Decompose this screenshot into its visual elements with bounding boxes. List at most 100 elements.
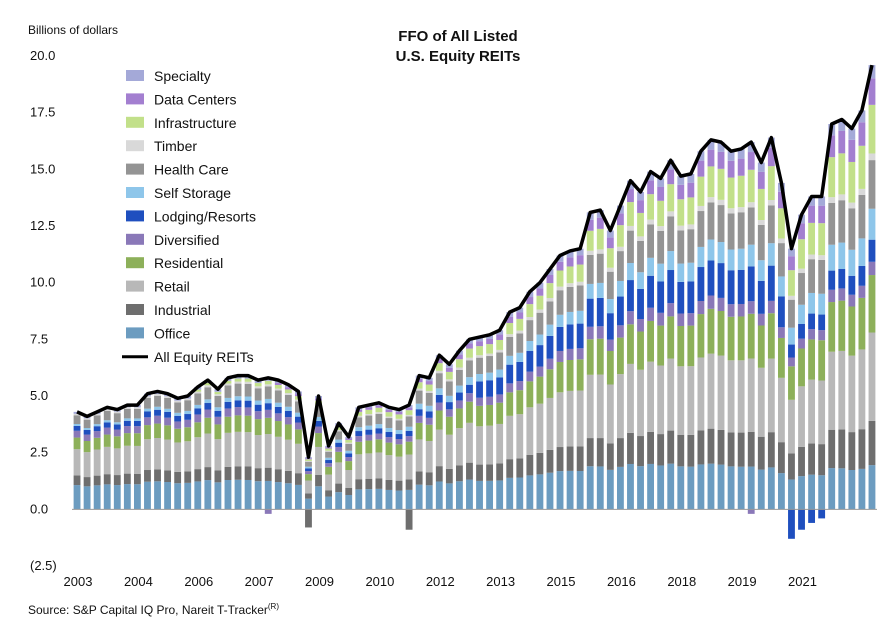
bar-segment-diversified-q79	[868, 261, 876, 276]
bar-segment-lodging-resorts-q20	[274, 406, 282, 414]
bar-segment-timber-q61	[687, 224, 695, 230]
bar-segment-infrastructure-q13	[204, 382, 212, 386]
bar-segment-residential-q43	[506, 392, 514, 416]
bar-segment-lodging-resorts-q71	[788, 344, 795, 358]
bar-segment-residential-q0	[73, 437, 81, 450]
bar-segment-retail-q59	[667, 358, 675, 431]
bar-segment-data-centers-q32	[395, 411, 403, 415]
bar-segment-diversified-q60	[677, 313, 685, 326]
bar-segment-specialty-q48	[556, 255, 564, 262]
bar-segment-self-storage-q18	[254, 400, 262, 405]
bar-segment-office-q34	[415, 484, 423, 510]
bar-segment-lodging-resorts-q31	[385, 432, 393, 438]
bar-segment-specialty-q71	[788, 248, 795, 257]
bar-segment-self-storage-q34	[415, 403, 423, 410]
bar-segment-health-care-q16	[234, 383, 242, 397]
legend-swatch-data-centers	[126, 93, 144, 105]
bar-segment-infrastructure-q20	[274, 384, 282, 389]
bar-segment-diversified-q28	[355, 436, 363, 442]
bar-segment-industrial-q19	[264, 467, 272, 481]
bar-segment-diversified-q48	[556, 350, 564, 362]
bar-segment-infrastructure-q79	[868, 104, 876, 154]
bar-segment-retail-q55	[627, 363, 634, 433]
bar-segment-office-q49	[566, 470, 574, 510]
bar-segment-self-storage-q65	[727, 249, 735, 271]
bar-segment-timber-q71	[788, 295, 795, 300]
legend-label: All Equity REITs	[154, 349, 254, 365]
bar-segment-self-storage-q2	[93, 424, 101, 427]
bar-segment-office-q17	[244, 479, 252, 510]
bar-segment-health-care-q29	[365, 415, 373, 426]
bar-segment-diversified-q66	[737, 303, 745, 317]
bar-segment-diversified-q62	[697, 300, 705, 315]
bar-segment-retail-q26	[335, 462, 343, 484]
bar-segment-specialty-q67	[747, 142, 755, 153]
bar-segment-timber-q28	[355, 415, 363, 418]
bar-segment-retail-q27	[345, 470, 353, 488]
bar-segment-infrastructure-q45	[526, 304, 534, 317]
bar-segment-infrastructure-q23	[305, 459, 312, 461]
bar-segment-self-storage-q69	[767, 243, 775, 266]
bar-segment-health-care-q25	[325, 451, 333, 458]
bar-segment-lodging-resorts-q35	[425, 411, 433, 418]
bar-segment-infrastructure-q27	[345, 439, 353, 443]
bar-segment-health-care-q7	[144, 397, 151, 409]
bar-segment-residential-q70	[777, 337, 785, 378]
bar-segment-residential-q5	[123, 433, 131, 446]
bar-segment-office-q62	[697, 464, 705, 510]
bar-segment-residential-q32	[395, 444, 403, 457]
bar-segment-infrastructure-q21	[284, 389, 292, 394]
bar-segment-retail-q69	[767, 358, 775, 433]
bar-segment-self-storage-q42	[496, 369, 504, 378]
bar-segment-residential-q67	[747, 313, 755, 359]
bar-segment-specialty-q76	[838, 119, 846, 131]
bar-segment-health-care-q0	[73, 415, 81, 424]
bar-segment-lodging-resorts-q8	[154, 409, 161, 416]
bar-segment-lodging-resorts-q49	[566, 324, 574, 349]
bar-segment-retail-q53	[606, 384, 614, 444]
bar-segment-data-centers-q49	[566, 257, 574, 267]
bar-segment-industrial-q13	[204, 467, 212, 481]
bar-segment-lodging-resorts-q70	[777, 296, 785, 328]
source-mark: (R)	[267, 602, 279, 611]
bar-segment-office-q76	[838, 468, 846, 510]
bar-segment-industrial-q9	[164, 470, 172, 483]
y-axis-label: Billions of dollars	[28, 23, 118, 37]
bar-segment-specialty-q60	[677, 176, 685, 185]
bar-segment-diversified-q6	[133, 426, 141, 434]
bar-segment-retail-q2	[93, 449, 101, 476]
bar-segment-office-q23	[305, 498, 312, 510]
bar-segment-residential-q9	[164, 425, 172, 440]
bar-segment-retail-q64	[717, 355, 725, 430]
bar-segment-residential-q25	[325, 466, 333, 475]
bar-segment-data-centers-q57	[647, 180, 655, 195]
bar-segment-infrastructure-q18	[254, 383, 262, 387]
bar-segment-health-care-q19	[264, 386, 272, 399]
bar-segment-lodging-resorts-q59	[667, 270, 675, 304]
bar-segment-self-storage-q13	[204, 399, 212, 404]
bar-segment-residential-q61	[687, 325, 695, 367]
bar-segment-health-care-q41	[486, 356, 494, 373]
bar-segment-retail-q23	[305, 480, 312, 494]
bar-segment-timber-q66	[737, 207, 745, 213]
bar-segment-timber-q75	[828, 197, 836, 203]
bar-segment-self-storage-q64	[717, 242, 725, 264]
bar-segment-industrial-q16	[234, 466, 242, 480]
bar-segment-infrastructure-q26	[335, 426, 343, 430]
bar-segment-timber-q14	[214, 394, 222, 396]
bar-segment-industrial-q48	[556, 447, 564, 472]
bar-segment-diversified-q43	[506, 383, 514, 393]
bar-segment-data-centers-q75	[828, 135, 836, 158]
bar-segment-specialty-q37	[445, 364, 453, 368]
bar-segment-retail-q32	[395, 456, 403, 481]
bar-segment-self-storage-q23	[305, 466, 312, 469]
bar-segment-specialty-q41	[486, 334, 494, 339]
bar-segment-self-storage-q44	[516, 352, 524, 362]
bar-segment-specialty-q44	[516, 307, 524, 313]
bar-segment-industrial-q42	[496, 463, 504, 481]
bar-segment-retail-q36	[435, 429, 443, 467]
bar-segment-diversified-q42	[496, 394, 504, 403]
bar-segment-diversified-q3	[103, 427, 111, 435]
bar-segment-residential-q65	[727, 316, 735, 361]
bar-segment-health-care-q40	[476, 357, 483, 375]
